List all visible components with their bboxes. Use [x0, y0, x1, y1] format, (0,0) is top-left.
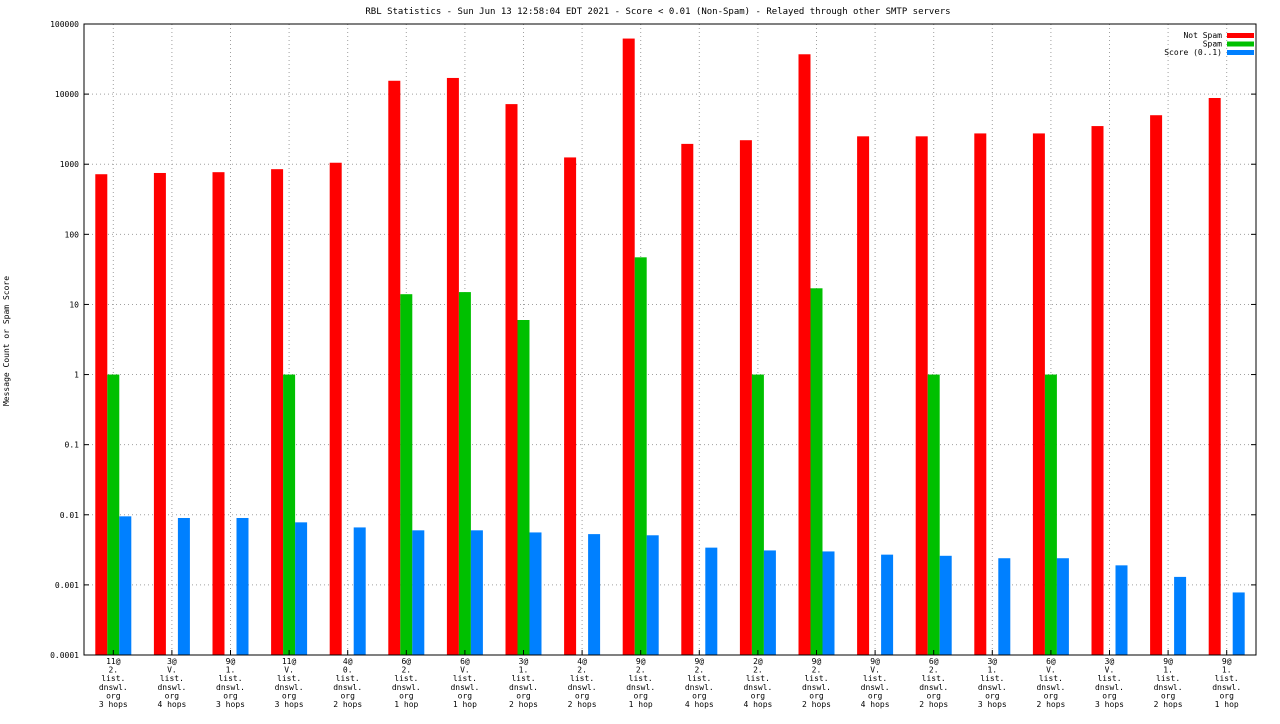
bar-score-0-1 — [1056, 558, 1069, 655]
y-axis-ticks: 0.0001 0.001 0.01 0.1 1 10 100 1000 10000 100000 — [50, 20, 1256, 660]
y-tick-label: 100000 — [50, 20, 79, 29]
bar-spam — [107, 374, 120, 655]
x-category-label: 9@ 2. list. dnswl. org 4 hops — [685, 657, 714, 709]
bar-score-0-1 — [353, 527, 366, 655]
bar-spam — [751, 374, 764, 655]
x-category-label: 11@ 2. list. dnswl. org 3 hops — [99, 657, 128, 709]
x-category-label: 9@ 2. list. dnswl. org 2 hops — [802, 657, 831, 709]
bar-not-spam — [1150, 115, 1163, 655]
bar-not-spam — [446, 77, 459, 655]
bars — [95, 38, 1245, 656]
x-category-label: 9@ 1. list. dnswl. org 2 hops — [1154, 657, 1183, 709]
bar-score-0-1 — [529, 532, 542, 655]
x-category-label: 9@ 2. list. dnswl. org 1 hop — [626, 657, 655, 709]
x-category-label: 3@ 1. list. dnswl. org 2 hops — [509, 657, 538, 709]
x-category-label: 3@ 1. list. dnswl. org 3 hops — [978, 657, 1007, 709]
legend-label: Score (0..1) — [1164, 48, 1222, 57]
bar-score-0-1 — [1232, 592, 1245, 655]
y-tick-label: 100 — [65, 230, 80, 239]
bar-score-0-1 — [646, 535, 659, 655]
grid-lines — [84, 24, 1256, 655]
bar-score-0-1 — [119, 516, 132, 655]
legend-label: Not Spam — [1183, 31, 1222, 40]
legend-swatch — [1227, 33, 1254, 38]
bar-not-spam — [1032, 133, 1045, 656]
legend-swatch — [1227, 41, 1254, 47]
legend-label: Spam — [1203, 40, 1222, 49]
y-tick-label: 0.001 — [55, 581, 79, 590]
x-category-label: 9@ 1. list. dnswl. org 1 hop — [1212, 657, 1241, 709]
bar-not-spam — [271, 169, 284, 655]
bar-score-0-1 — [939, 555, 952, 655]
bar-score-0-1 — [998, 558, 1011, 655]
bar-score-0-1 — [822, 551, 835, 655]
bar-not-spam — [388, 80, 401, 656]
legend-swatch — [1227, 50, 1254, 55]
plot-frame — [83, 23, 1257, 656]
x-category-label: 6@ 2. list. dnswl. org 2 hops — [919, 657, 948, 709]
x-axis-categories: 11@ 2. list. dnswl. org 3 hops 3@ V. list. dnswl.… — [99, 650, 1241, 709]
x-category-label: 6@ V. list. dnswl. org 2 hops — [1036, 657, 1065, 709]
bar-not-spam — [1208, 98, 1221, 656]
bar-spam — [517, 319, 530, 655]
x-category-label: 6@ 2. list. dnswl. org 1 hop — [392, 657, 421, 709]
bar-score-0-1 — [705, 547, 718, 655]
y-tick-label: 0.0001 — [50, 651, 79, 660]
bar-spam — [400, 294, 413, 655]
bar-spam — [1044, 374, 1057, 655]
bar-spam — [810, 288, 823, 655]
y-axis-label: Message Count or Spam Score — [2, 276, 11, 406]
chart-title: RBL Statistics - Sun Jun 13 12:58:04 EDT… — [365, 7, 950, 17]
x-category-label: 9@ 1. list. dnswl. org 3 hops — [216, 657, 245, 709]
y-tick-label: 0.01 — [60, 511, 79, 520]
bar-spam — [458, 292, 471, 655]
y-tick-label: 1 — [74, 371, 79, 380]
bar-score-0-1 — [763, 550, 776, 655]
bar-score-0-1 — [470, 530, 483, 655]
bar-not-spam — [857, 136, 870, 655]
x-category-label: 3@ V. list. dnswl. org 4 hops — [157, 657, 186, 709]
y-tick-label: 10 — [69, 300, 79, 309]
bar-score-0-1 — [177, 517, 190, 655]
x-category-label: 9@ V. list. dnswl. org 4 hops — [861, 657, 890, 709]
bar-score-0-1 — [236, 517, 249, 655]
x-category-label: 4@ 2. list. dnswl. org 2 hops — [568, 657, 597, 709]
y-tick-label: 1000 — [60, 160, 79, 169]
bar-not-spam — [329, 162, 342, 655]
x-category-label: 2@ 2. list. dnswl. org 4 hops — [743, 657, 772, 709]
x-category-label: 4@ 0. list. dnswl. org 2 hops — [333, 657, 362, 709]
bar-score-0-1 — [881, 554, 894, 655]
bar-not-spam — [915, 136, 928, 655]
bar-not-spam — [798, 54, 811, 655]
bar-spam — [634, 257, 647, 655]
bar-not-spam — [95, 174, 108, 655]
bar-not-spam — [681, 143, 694, 655]
bar-score-0-1 — [412, 530, 425, 655]
bar-not-spam — [739, 140, 752, 655]
bar-not-spam — [974, 133, 987, 656]
bar-score-0-1 — [1115, 565, 1128, 655]
bar-not-spam — [622, 38, 635, 655]
bar-spam — [283, 374, 296, 655]
bar-not-spam — [564, 157, 577, 656]
bar-not-spam — [505, 104, 518, 655]
bar-not-spam — [212, 172, 225, 655]
x-category-label: 3@ V. list. dnswl. org 3 hops — [1095, 657, 1124, 709]
y-tick-label: 0.1 — [65, 441, 80, 450]
bar-score-0-1 — [1174, 576, 1187, 655]
bar-not-spam — [153, 172, 166, 655]
y-tick-label: 10000 — [55, 90, 79, 99]
x-category-label: 6@ V. list. dnswl. org 1 hop — [450, 657, 479, 709]
bar-not-spam — [1091, 126, 1104, 655]
bar-score-0-1 — [588, 534, 601, 655]
x-category-label: 11@ V. list. dnswl. org 3 hops — [275, 657, 304, 709]
bar-spam — [927, 374, 940, 655]
bar-score-0-1 — [295, 522, 308, 655]
